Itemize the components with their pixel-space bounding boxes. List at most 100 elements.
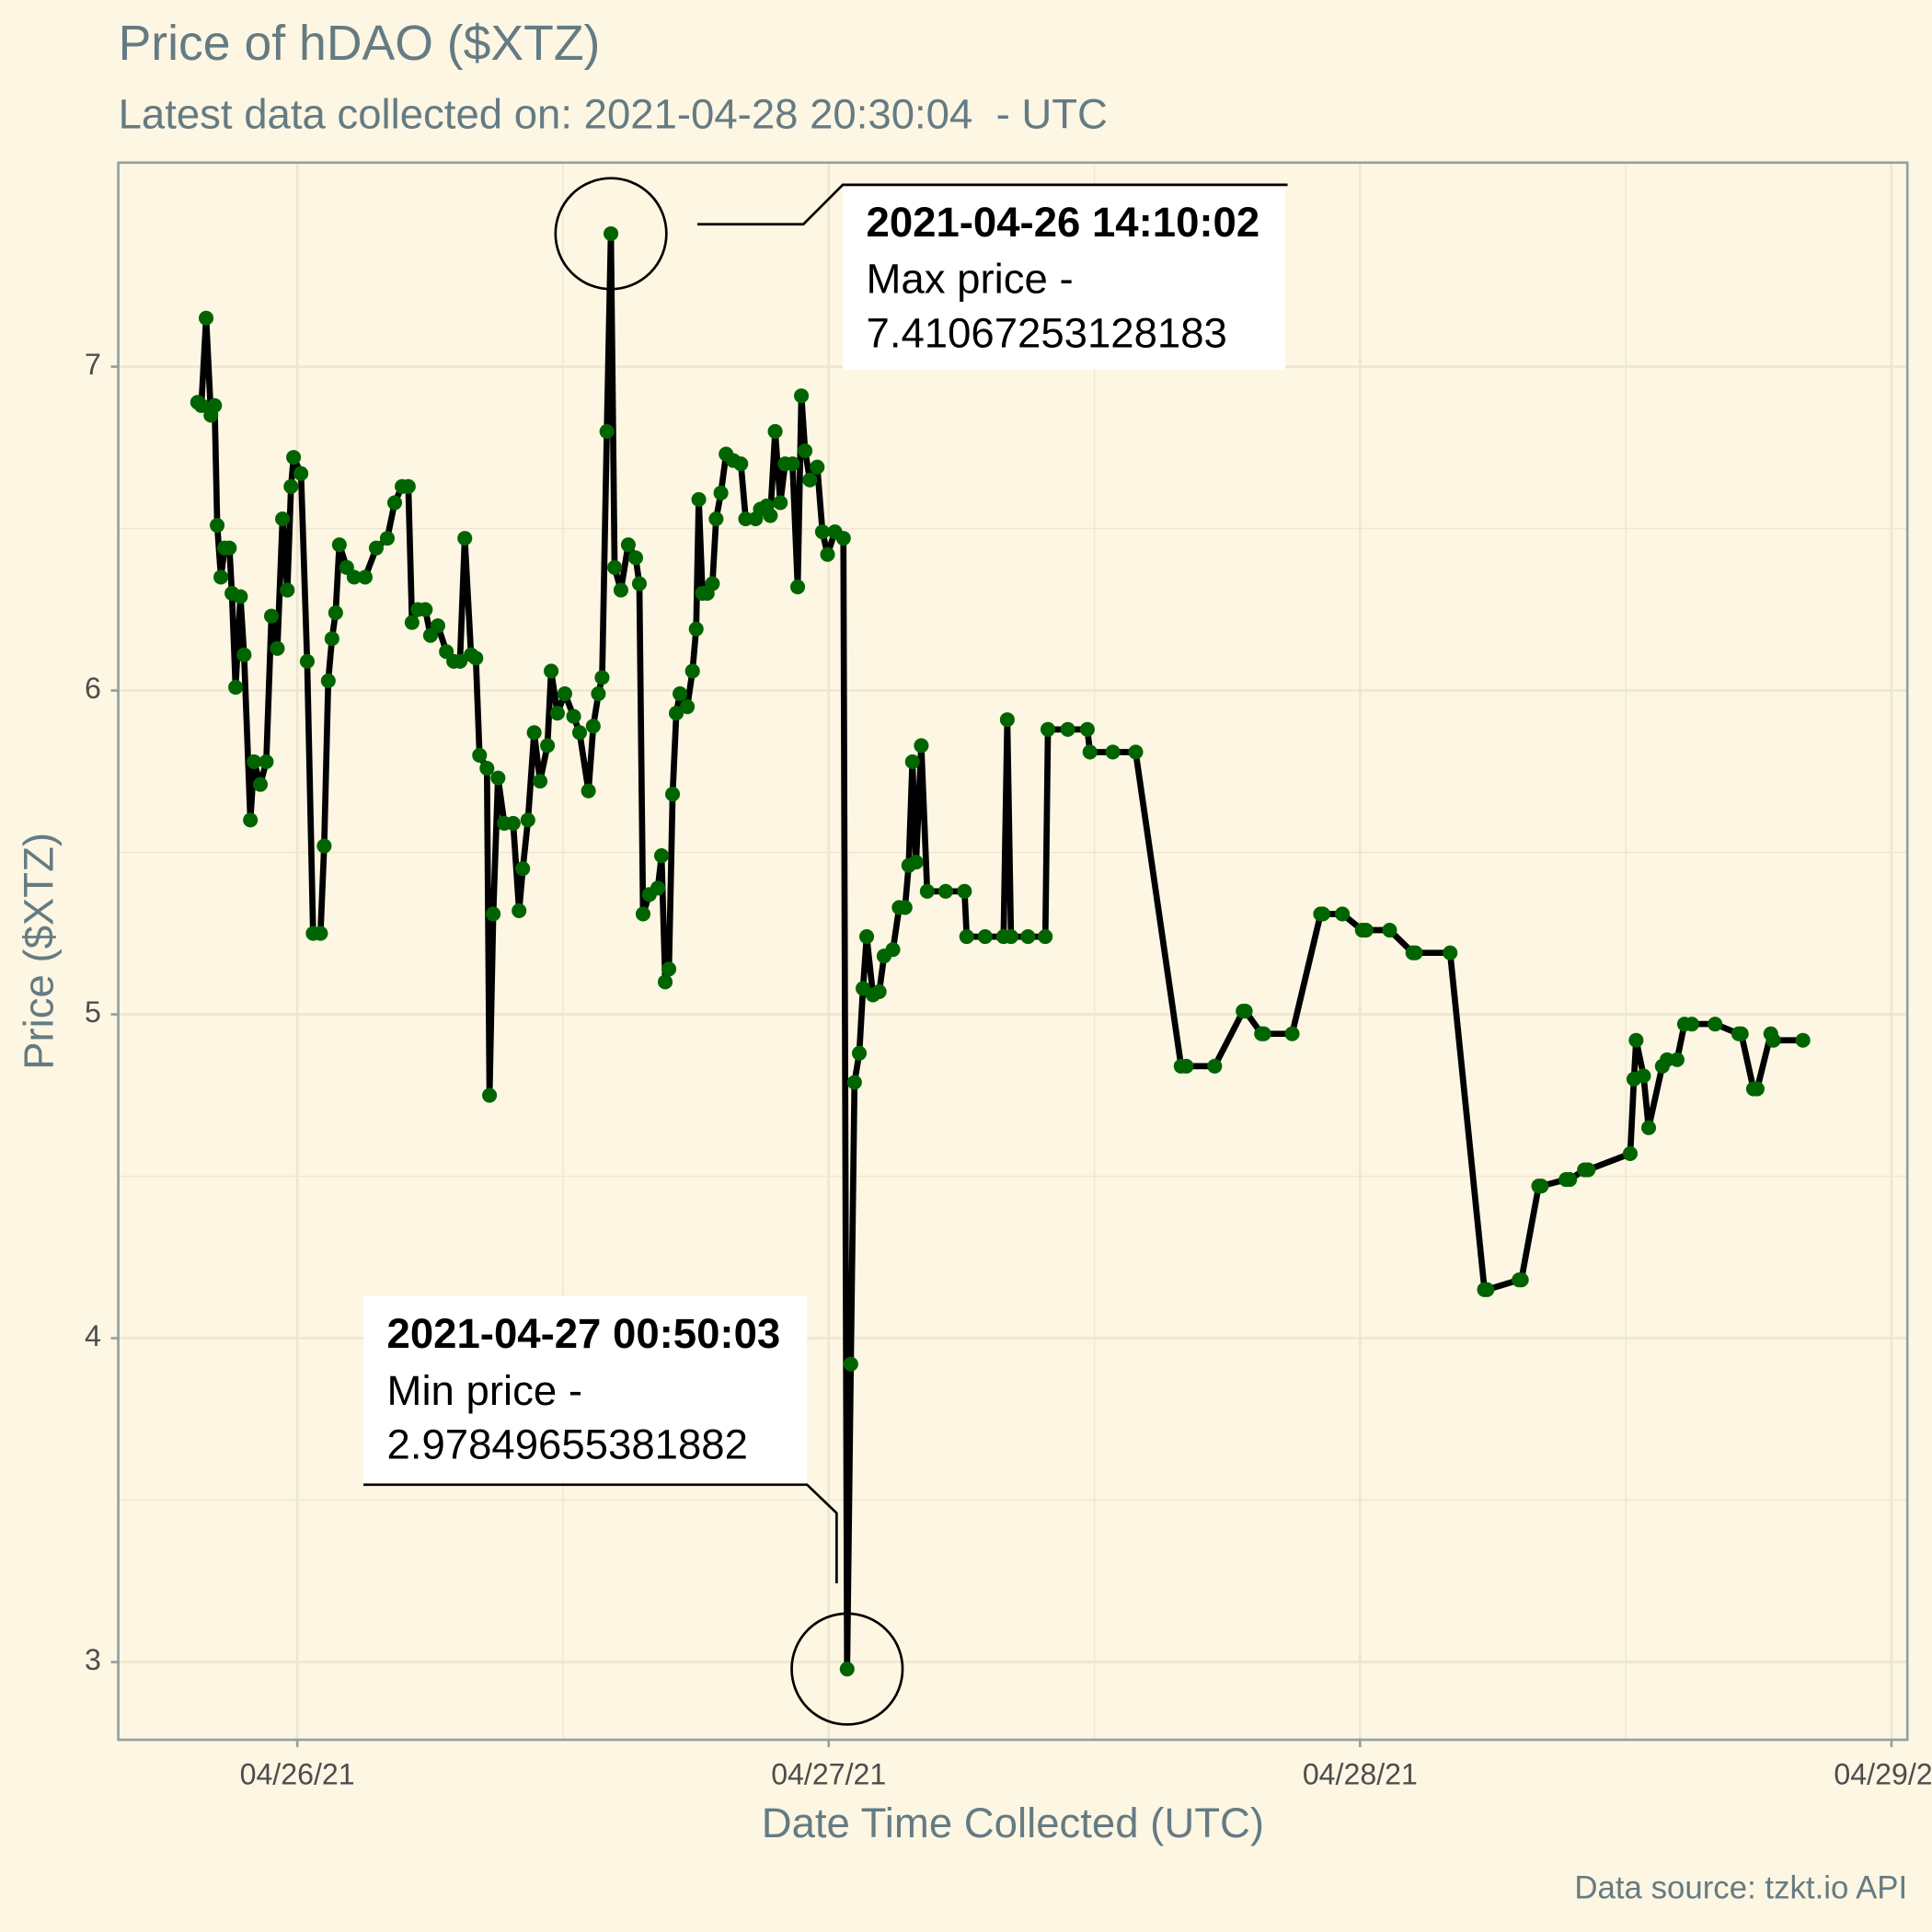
data-point [977, 929, 993, 945]
data-point [914, 738, 929, 753]
data-point [264, 608, 280, 624]
data-point [549, 706, 565, 721]
data-point [379, 531, 396, 546]
data-point [1179, 1058, 1194, 1074]
data-point [627, 550, 643, 566]
data-point [280, 582, 295, 598]
data-point [386, 495, 403, 511]
data-point [733, 456, 749, 472]
annotation-text: 2021-04-27 00:50:03 [387, 1310, 781, 1357]
data-point [851, 1045, 868, 1061]
data-point [299, 653, 315, 669]
y-tick-label: 5 [85, 995, 101, 1029]
data-point [1669, 1052, 1685, 1067]
data-point [1408, 945, 1423, 960]
data-point [472, 747, 488, 763]
data-point [820, 546, 835, 562]
data-point [346, 569, 362, 585]
highlight-circle [554, 177, 668, 291]
data-point [259, 753, 274, 770]
data-point [512, 903, 527, 918]
data-point [1622, 1145, 1639, 1161]
data-point [604, 225, 619, 242]
data-point [691, 491, 707, 507]
data-point [571, 725, 588, 741]
x-tick-label: 04/29/21 [1834, 1758, 1932, 1791]
data-point [688, 621, 704, 637]
chart-title: Price of hDAO ($XTZ) [119, 17, 601, 71]
data-point [846, 1075, 862, 1090]
y-axis-title: Price ($XTZ) [16, 833, 63, 1070]
data-point [959, 929, 974, 945]
data-point [1581, 1162, 1596, 1178]
data-point [544, 663, 559, 679]
annotation-text: 7.41067253128183 [867, 310, 1227, 357]
x-tick-label: 04/27/21 [771, 1758, 886, 1791]
data-point [919, 883, 935, 899]
data-point [283, 478, 299, 494]
data-point [210, 518, 225, 534]
data-point [557, 686, 572, 702]
data-point [904, 753, 920, 770]
data-point [1256, 1026, 1271, 1041]
annotation-text: Min price - [387, 1367, 582, 1414]
data-point [669, 706, 684, 721]
data-point [313, 926, 328, 941]
data-point [1640, 1120, 1657, 1135]
data-point [1795, 1032, 1811, 1048]
data-point [1284, 1026, 1300, 1041]
data-point [794, 388, 810, 404]
data-point [661, 961, 677, 977]
data-point [236, 647, 252, 662]
data-point [1207, 1058, 1223, 1074]
data-point [1708, 1017, 1723, 1032]
data-point [1562, 1172, 1578, 1188]
data-point [199, 310, 214, 326]
data-point [482, 1087, 498, 1103]
data-point [713, 485, 729, 500]
data-point [957, 883, 972, 899]
data-point [1060, 721, 1075, 737]
data-point [657, 974, 673, 990]
caption: Data source: tzkt.io API [1574, 1870, 1907, 1906]
data-point [1636, 1068, 1651, 1084]
annotation-text: Max price - [867, 256, 1074, 303]
data-point [331, 537, 347, 553]
data-point [767, 423, 783, 439]
data-point [999, 712, 1015, 728]
leader-line [697, 183, 1288, 226]
data-point [897, 900, 913, 915]
data-point [581, 783, 596, 799]
data-point [228, 680, 244, 696]
data-point [452, 653, 468, 669]
data-point [400, 478, 416, 494]
panel-border [117, 161, 1909, 1742]
data-point [773, 495, 788, 511]
data-point [1479, 1282, 1495, 1297]
data-point [1003, 929, 1018, 945]
data-point [468, 650, 484, 666]
data-point [328, 605, 343, 621]
data-point [635, 906, 651, 922]
data-point [293, 466, 309, 481]
data-point [213, 569, 229, 585]
data-point [193, 397, 209, 413]
data-point [585, 719, 601, 734]
max-annotation: 2021-04-26 14:10:02 Max price - 7.410672… [697, 183, 1288, 370]
data-point [594, 670, 610, 685]
data-point [320, 673, 336, 689]
data-point [1020, 929, 1036, 945]
data-point [607, 559, 623, 575]
y-tick-label: 6 [85, 672, 101, 705]
data-point [526, 725, 542, 741]
highlight-circle [790, 1612, 904, 1726]
data-point [1358, 923, 1374, 938]
data-point [430, 618, 445, 634]
data-point [515, 861, 531, 877]
data-point [418, 602, 433, 617]
annotation-text: 2.97849655381882 [387, 1421, 748, 1468]
annotation-text: 2021-04-26 14:10:02 [867, 199, 1260, 246]
data-point [270, 640, 285, 656]
data-point [653, 848, 670, 864]
